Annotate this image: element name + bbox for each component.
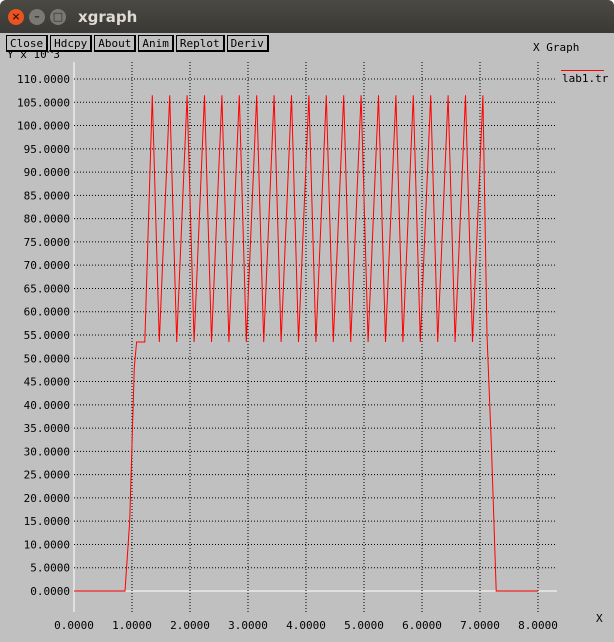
y-tick-label: 90.0000 [24,166,70,179]
x-tick-label: 6.0000 [402,619,442,632]
y-tick-label: 55.0000 [24,329,70,342]
y-tick-label: 45.0000 [24,376,70,389]
about-button[interactable]: About [94,35,137,52]
y-tick-label: 10.0000 [24,538,70,551]
y-tick-label: 40.0000 [24,399,70,412]
legend-line-swatch [561,70,604,71]
x-tick-label: 7.0000 [460,619,500,632]
y-tick-label: 95.0000 [24,143,70,156]
y-axis-label: Y x 10^3 [7,48,60,61]
deriv-button[interactable]: Deriv [226,35,269,52]
y-tick-label: 105.0000 [17,96,70,109]
y-tick-label: 35.0000 [24,422,70,435]
plot-title: X Graph [533,41,580,54]
y-tick-label: 30.0000 [24,445,70,458]
maximize-window-icon[interactable]: □ [50,8,66,25]
window-title: xgraph [78,7,138,26]
y-tick-label: 0.0000 [30,585,70,598]
y-tick-label: 5.0000 [30,562,70,575]
close-button[interactable]: Close [6,35,49,52]
close-window-icon[interactable]: × [8,8,24,25]
x-tick-label: 0.0000 [54,619,94,632]
y-tick-label: 50.0000 [24,352,70,365]
anim-button[interactable]: Anim [138,35,174,52]
y-tick-label: 65.0000 [24,282,70,295]
series-line [74,95,538,592]
x-tick-label: 4.0000 [286,619,326,632]
title-bar[interactable]: × – □ xgraph [0,0,614,33]
replot-button[interactable]: Replot [175,35,225,52]
y-tick-label: 25.0000 [24,469,70,482]
y-tick-label: 75.0000 [24,236,70,249]
y-tick-label: 85.0000 [24,189,70,202]
x-tick-label: 5.0000 [344,619,384,632]
x-tick-label: 3.0000 [228,619,268,632]
hdcpy-button[interactable]: Hdcpy [50,35,93,52]
y-tick-label: 100.0000 [17,120,70,133]
y-tick-label: 15.0000 [24,515,70,528]
y-tick-label: 60.0000 [24,306,70,319]
minimize-window-icon[interactable]: – [29,8,45,25]
y-tick-label: 80.0000 [24,213,70,226]
y-tick-label: 70.0000 [24,259,70,272]
x-tick-label: 8.0000 [518,619,558,632]
legend-label: lab1.tr [562,72,609,85]
y-tick-label: 20.0000 [24,492,70,505]
x-tick-label: 2.0000 [170,619,210,632]
y-tick-label: 110.0000 [17,73,70,86]
toolbar: Close Hdcpy About Anim Replot Deriv [6,35,269,52]
x-tick-label: 1.0000 [112,619,152,632]
x-axis-label: X [596,612,603,625]
